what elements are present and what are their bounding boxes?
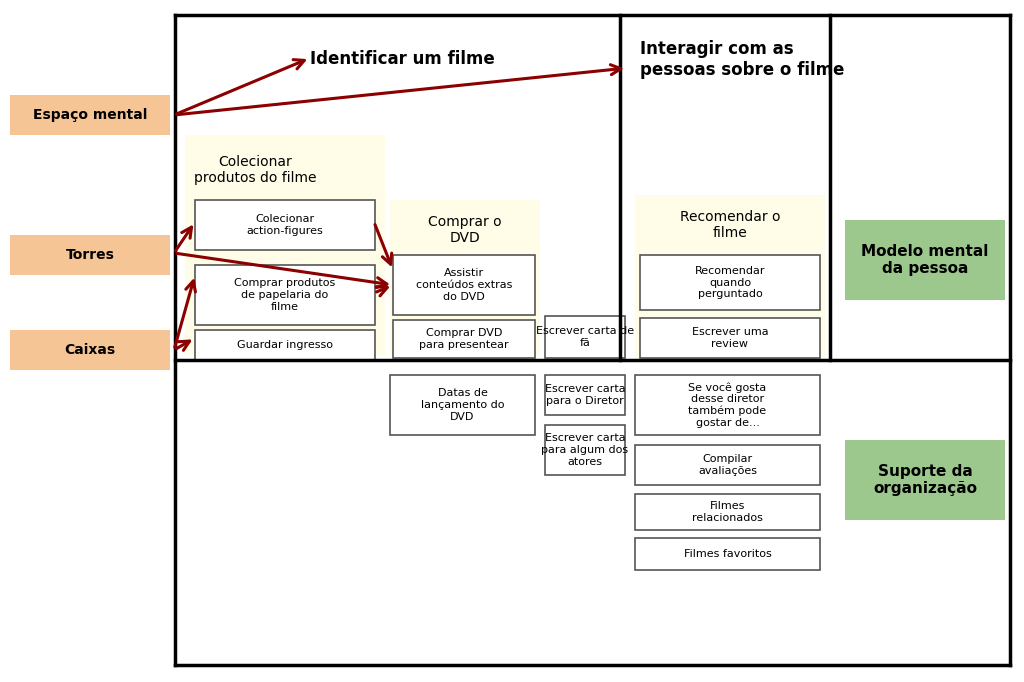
FancyBboxPatch shape [393,255,535,315]
FancyBboxPatch shape [10,330,170,370]
Text: Comprar produtos
de papelaria do
filme: Comprar produtos de papelaria do filme [234,278,336,312]
FancyBboxPatch shape [195,265,375,325]
FancyBboxPatch shape [393,320,535,358]
Text: Escrever carta
para algum dos
atores: Escrever carta para algum dos atores [542,433,629,466]
FancyBboxPatch shape [195,330,375,360]
Text: Datas de
lançamento do
DVD: Datas de lançamento do DVD [421,389,504,421]
Text: Recomendar
quando
perguntado: Recomendar quando perguntado [694,266,765,299]
FancyBboxPatch shape [635,375,820,435]
FancyBboxPatch shape [845,440,1005,520]
Text: Recomendar o
filme: Recomendar o filme [680,210,780,240]
FancyBboxPatch shape [195,200,375,250]
Text: Escrever uma
review: Escrever uma review [691,327,768,349]
Text: Assistir
conteúdos extras
do DVD: Assistir conteúdos extras do DVD [416,269,512,301]
Text: Compilar
avaliações: Compilar avaliações [698,454,757,476]
Text: Interagir com as
pessoas sobre o filme: Interagir com as pessoas sobre o filme [640,40,845,79]
Text: Escrever carta de
fã: Escrever carta de fã [536,326,634,348]
Text: Escrever carta
para o Diretor: Escrever carta para o Diretor [545,384,626,406]
Text: Torres: Torres [66,248,115,262]
FancyBboxPatch shape [635,538,820,570]
FancyBboxPatch shape [545,375,625,415]
FancyBboxPatch shape [185,135,385,355]
Text: Filmes favoritos: Filmes favoritos [684,549,771,559]
FancyBboxPatch shape [390,200,540,355]
Text: Comprar o
DVD: Comprar o DVD [428,215,502,245]
Text: Colecionar
action-figures: Colecionar action-figures [247,214,324,236]
FancyBboxPatch shape [640,318,820,358]
FancyBboxPatch shape [635,195,825,360]
Text: Suporte da
organização: Suporte da organização [873,464,977,496]
FancyBboxPatch shape [10,235,170,275]
FancyBboxPatch shape [635,494,820,530]
Text: Modelo mental
da pessoa: Modelo mental da pessoa [861,243,989,276]
Text: Espaço mental: Espaço mental [33,108,147,122]
FancyBboxPatch shape [635,445,820,485]
Text: Colecionar
produtos do filme: Colecionar produtos do filme [194,155,316,185]
Text: Se você gosta
desse diretor
também pode
gostar de...: Se você gosta desse diretor também pode … [688,382,767,428]
FancyBboxPatch shape [545,316,625,358]
Text: Guardar ingresso: Guardar ingresso [237,340,333,350]
Text: Caixas: Caixas [65,343,116,357]
Text: Comprar DVD
para presentear: Comprar DVD para presentear [419,328,509,350]
Text: Identificar um filme: Identificar um filme [310,50,495,68]
FancyBboxPatch shape [390,375,535,435]
Text: Filmes
relacionados: Filmes relacionados [692,501,763,523]
FancyBboxPatch shape [545,425,625,475]
FancyBboxPatch shape [845,220,1005,300]
FancyBboxPatch shape [10,95,170,135]
FancyBboxPatch shape [640,255,820,310]
